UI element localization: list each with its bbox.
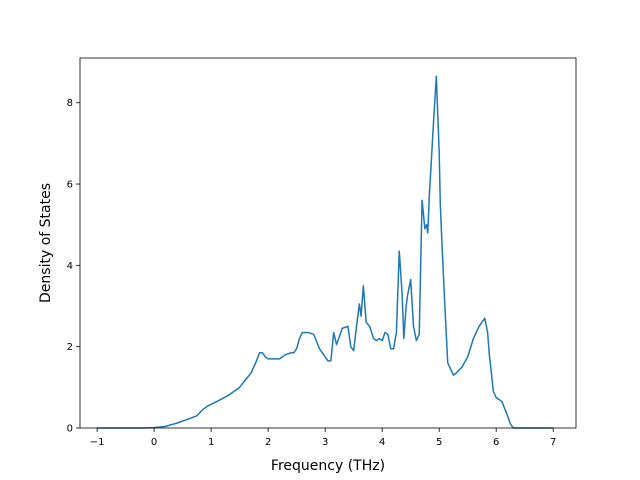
plot-frame	[79, 57, 577, 429]
x-axis-title: Frequency (THz)	[271, 458, 385, 474]
y-tick-label: 6	[67, 180, 73, 191]
x-tick-label: 2	[265, 437, 271, 448]
series-line	[97, 75, 554, 429]
x-tick-label: 7	[550, 437, 556, 448]
y-axis-title: Density of States	[38, 183, 54, 303]
plot-background	[80, 58, 576, 428]
x-tick-label: 1	[208, 437, 214, 448]
y-tick-label: 0	[67, 424, 73, 435]
x-tick-label: −1	[90, 437, 105, 448]
x-axis-ticks: −1 0 1 2 3 4 5 6 7	[90, 428, 556, 448]
x-tick-label: 6	[493, 437, 499, 448]
y-tick-label: 8	[67, 98, 73, 109]
x-tick-label: 3	[322, 437, 328, 448]
y-axis-ticks: 0 2 4 6 8	[67, 98, 80, 435]
x-tick-label: 4	[379, 437, 385, 448]
y-tick-label: 2	[67, 342, 73, 353]
x-tick-label: 5	[436, 437, 442, 448]
y-tick-label: 4	[67, 261, 73, 272]
x-tick-label: 0	[151, 437, 157, 448]
